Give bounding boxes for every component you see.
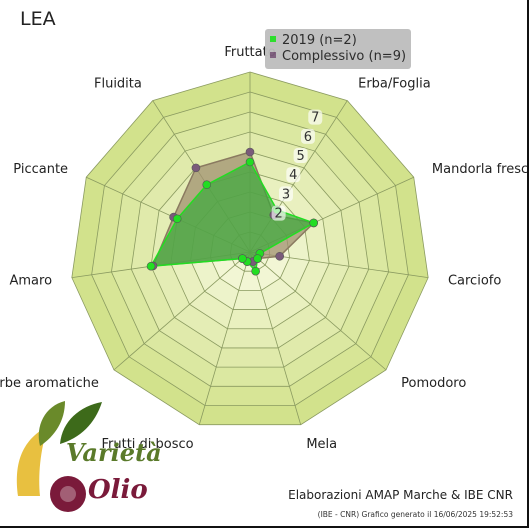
data-point (245, 157, 255, 167)
varieta-olio-logo-icon (16, 401, 102, 512)
axis-label: Erba/Foglia (358, 77, 431, 92)
tick-label: 5 (296, 149, 304, 164)
legend-swatch (270, 52, 276, 58)
axis-label: Fruttato (224, 45, 275, 60)
axis-label: Frutti di bosco (102, 437, 194, 452)
data-point (146, 261, 156, 271)
axis-label: Mela (306, 437, 337, 452)
axis-labels: Fruttato Erba/Foglia Mandorla fresca Carcio… (0, 45, 527, 452)
legend-item-series-2: Complessivo (n=9) (270, 49, 406, 65)
data-point (202, 180, 212, 189)
chart-title: LEA (20, 8, 56, 30)
data-point (238, 254, 247, 263)
grid-spoke (249, 251, 302, 425)
data-point (245, 147, 255, 157)
logo-word-2: Olio (88, 475, 148, 505)
tick-label-bg (308, 109, 323, 125)
tick-label: 7 (311, 111, 319, 126)
tick-label: 3 (282, 187, 290, 202)
axis-label: Mandorla fresca (432, 162, 527, 177)
legend-label: Complessivo (n=9) (282, 49, 407, 64)
legend-item-series-1: 2019 (n=2) (270, 33, 357, 49)
data-point (251, 266, 260, 276)
legend-swatch (270, 36, 276, 42)
legend: 2019 (n=2) Complessivo (n=9) (265, 29, 411, 69)
axis-label: Erbe aromatiche (0, 376, 99, 391)
grid-spoke (113, 251, 251, 371)
tick-labels: 2 3 4 56 7 (271, 109, 323, 222)
data-point (191, 163, 201, 173)
data-point (275, 251, 284, 261)
data-point (253, 254, 262, 263)
data-point (172, 214, 182, 224)
axis-label: Piccante (13, 162, 68, 177)
legend-label: 2019 (n=2) (282, 33, 357, 48)
tick-label-bg (271, 205, 286, 221)
axis-label: Pomodoro (401, 376, 466, 391)
series-area (149, 160, 316, 273)
tick-label-bg (278, 186, 293, 202)
series-layer (146, 147, 318, 276)
data-point (309, 218, 318, 228)
axis-label: Amaro (9, 273, 52, 288)
tick-label-bg (286, 167, 301, 183)
tick-label-bg (300, 128, 315, 144)
axis-label: Fluidita (94, 77, 142, 92)
grid-spoke (249, 251, 387, 371)
tick-label-bg (293, 148, 308, 164)
tick-label: 4 (289, 168, 297, 183)
tick-label: 6 (304, 130, 312, 145)
generated-text: (IBE - CNR) Grafico generato il 16/06/20… (317, 510, 513, 519)
tick-label: 2 (275, 207, 283, 222)
credit-text: Elaborazioni AMAP Marche & IBE CNR (288, 488, 513, 502)
grid-spoke (198, 251, 251, 425)
axis-label: Carciofo (448, 273, 501, 288)
logo-word-1: Varietà (66, 438, 162, 467)
